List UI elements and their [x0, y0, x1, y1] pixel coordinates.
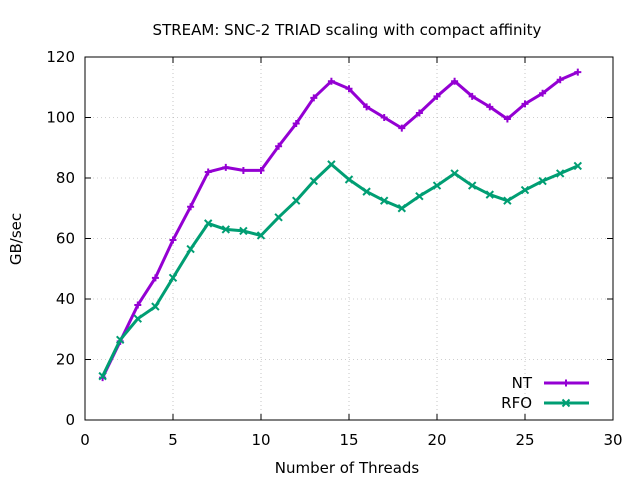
- data-point-rfo: [309, 176, 319, 186]
- data-point-nt: [539, 89, 547, 97]
- data-point-nt: [151, 274, 159, 282]
- data-point-nt: [521, 100, 529, 108]
- data-point-nt: [187, 203, 195, 211]
- data-point-rfo: [450, 169, 459, 178]
- y-tick-label: 60: [56, 230, 75, 248]
- x-tick-label: 20: [427, 431, 446, 449]
- data-point-rfo: [291, 196, 301, 205]
- data-point-rfo: [432, 181, 442, 190]
- data-point-nt: [363, 103, 371, 111]
- plot-area: [98, 68, 583, 382]
- data-point-nt: [468, 92, 476, 100]
- data-point-nt: [415, 109, 423, 117]
- data-point-rfo: [555, 169, 565, 178]
- x-tick-label: 0: [80, 431, 90, 449]
- x-tick-label: 30: [603, 431, 622, 449]
- data-point-rfo: [221, 225, 231, 234]
- x-tick-label: 5: [168, 431, 178, 449]
- data-point-rfo: [397, 204, 407, 213]
- data-point-rfo: [538, 176, 547, 186]
- chart-title: STREAM: SNC-2 TRIAD scaling with compact…: [153, 21, 542, 39]
- data-point-rfo: [239, 226, 248, 236]
- data-point-nt: [275, 142, 283, 150]
- data-point-nt: [486, 103, 494, 111]
- data-point-nt: [257, 166, 265, 174]
- y-tick-label: 120: [46, 48, 75, 66]
- data-point-nt: [222, 163, 230, 171]
- data-point-nt: [204, 168, 212, 176]
- y-axis-label: GB/sec: [7, 213, 25, 265]
- legend-marker-nt: [562, 379, 570, 387]
- y-tick-label: 40: [56, 290, 75, 308]
- data-point-rfo: [415, 191, 424, 201]
- x-tick-label: 25: [515, 431, 534, 449]
- y-tick-label: 100: [46, 109, 75, 127]
- legend-label-nt: NT: [512, 374, 533, 392]
- data-point-rfo: [503, 196, 512, 205]
- data-point-rfo: [573, 161, 583, 171]
- x-tick-label: 15: [339, 431, 358, 449]
- legend-marker-rfo: [561, 398, 571, 408]
- data-point-nt: [556, 76, 564, 84]
- data-point-nt: [239, 166, 247, 174]
- data-point-rfo: [327, 160, 336, 169]
- legend: NT RFO: [501, 374, 589, 412]
- data-point-rfo: [344, 175, 354, 184]
- data-point-nt: [503, 115, 511, 123]
- data-point-rfo: [520, 185, 530, 195]
- series-line-nt: [101, 70, 579, 379]
- data-point-rfo: [115, 335, 125, 345]
- data-point-nt: [451, 77, 459, 85]
- data-point-rfo: [256, 231, 266, 240]
- y-tick-label: 20: [56, 351, 75, 369]
- data-point-rfo: [98, 371, 107, 381]
- data-point-nt: [310, 94, 318, 102]
- x-tick-label: 10: [251, 431, 270, 449]
- data-point-rfo: [467, 181, 477, 190]
- legend-label-rfo: RFO: [501, 394, 532, 412]
- y-tick-label: 80: [56, 169, 75, 187]
- data-point-rfo: [168, 273, 178, 283]
- data-point-nt: [398, 124, 406, 132]
- data-point-rfo: [485, 190, 495, 199]
- data-point-rfo: [379, 196, 389, 205]
- data-point-nt: [134, 301, 142, 309]
- x-axis-label: Number of Threads: [275, 459, 420, 477]
- data-point-nt: [433, 92, 441, 100]
- data-point-nt: [380, 114, 388, 121]
- data-point-rfo: [203, 219, 213, 228]
- y-tick-label: 0: [65, 411, 75, 429]
- data-point-rfo: [274, 213, 283, 222]
- series-line-rfo: [101, 162, 579, 377]
- axes: 0 20 40 60 80 100 120 0 5 10 15 20 25 30: [46, 48, 622, 449]
- series-rfo: [98, 160, 583, 381]
- data-point-rfo: [151, 302, 160, 311]
- data-point-nt: [169, 236, 177, 244]
- data-point-nt: [292, 120, 300, 128]
- data-point-rfo: [186, 244, 195, 254]
- data-point-rfo: [133, 314, 143, 323]
- data-point-nt: [345, 85, 353, 93]
- data-point-nt: [574, 68, 582, 76]
- data-point-rfo: [362, 187, 371, 196]
- data-point-nt: [327, 77, 335, 85]
